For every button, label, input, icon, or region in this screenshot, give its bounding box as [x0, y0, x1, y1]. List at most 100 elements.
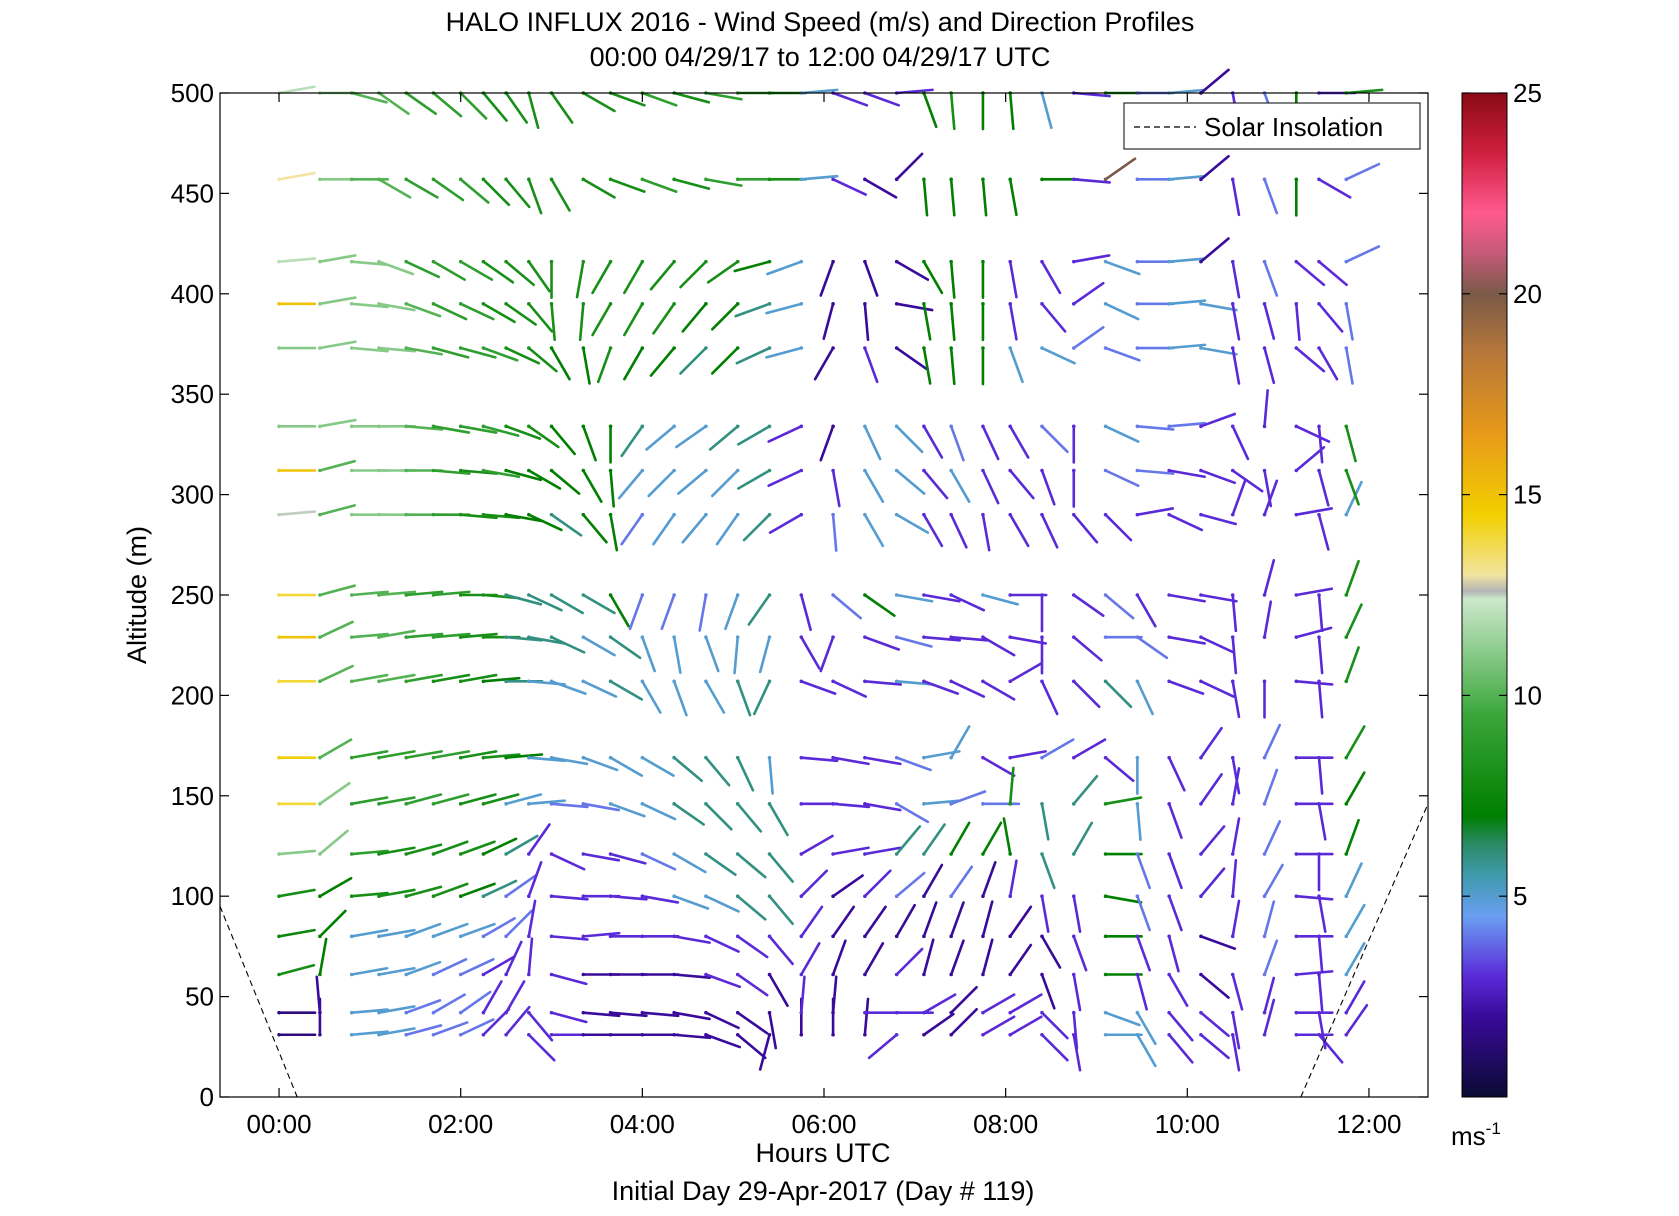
wind-barb: [863, 425, 882, 461]
wind-barb: [758, 1033, 771, 1071]
wind-barb: [1136, 593, 1157, 628]
wind-barb-origin: [527, 1032, 531, 1037]
wind-barb: [704, 802, 733, 831]
wind-barb: [1344, 425, 1357, 463]
wind-barb: [766, 260, 803, 276]
wind-barb-origin: [799, 424, 804, 429]
wind-barb-origin: [549, 346, 554, 350]
wind-barb: [799, 174, 839, 181]
wind-barb: [1231, 593, 1238, 633]
wind-barb: [863, 91, 901, 107]
wind-barb-origin: [1167, 468, 1171, 473]
wind-barb-origin: [949, 512, 953, 517]
wind-barb: [767, 469, 803, 488]
wind-barb-origin: [1040, 679, 1044, 684]
wind-barb: [1104, 796, 1143, 806]
wind-barb-origin: [735, 346, 740, 350]
wind-barb-origin: [894, 593, 899, 597]
wind-barb: [1317, 935, 1324, 974]
wind-barb: [459, 425, 498, 434]
wind-barb-origin: [1071, 934, 1076, 939]
wind-barb-origin: [1230, 593, 1235, 597]
wind-barb: [704, 1011, 740, 1030]
wind-barb-origin: [1103, 177, 1108, 182]
wind-barb-origin: [981, 635, 985, 639]
wind-barb: [736, 1033, 767, 1060]
wind-barb: [768, 513, 803, 534]
wind-barb: [922, 260, 944, 295]
wind-barb-origin: [1135, 593, 1140, 597]
wind-barb-origin: [608, 635, 613, 639]
wind-barb: [482, 676, 521, 683]
wind-barb: [672, 935, 711, 944]
wind-barb-origin: [799, 852, 804, 856]
wind-barb: [404, 960, 442, 976]
wind-barb: [1167, 593, 1206, 603]
wind-barb-origin: [831, 593, 835, 597]
wind-barb: [1263, 302, 1276, 340]
wind-barb: [1167, 174, 1207, 181]
wind-barb-origin: [481, 593, 486, 597]
wind-barb: [1295, 302, 1301, 342]
wind-barb-origin: [1294, 177, 1299, 182]
wind-barb: [922, 178, 929, 217]
wind-barb-origin: [1167, 1032, 1171, 1037]
wind-barb-origin: [504, 1032, 508, 1037]
wind-barb-origin: [922, 755, 926, 760]
wind-barb: [1104, 1011, 1141, 1027]
wind-barb-origin: [581, 593, 586, 597]
wind-barb: [550, 935, 589, 941]
wind-barb: [831, 680, 868, 698]
wind-barb-origin: [1344, 679, 1349, 684]
wind-barb-origin: [404, 302, 408, 306]
wind-barb: [660, 593, 676, 631]
wind-barb-origin: [277, 512, 281, 517]
wind-barb: [1008, 943, 1033, 976]
wind-barb-origin: [1135, 177, 1140, 182]
wind-barb-origin: [981, 934, 985, 939]
plot-frame: [219, 92, 1429, 1098]
wind-barb: [459, 260, 494, 281]
wind-barb-origin: [1294, 635, 1299, 639]
wind-barb-origin: [767, 852, 772, 856]
wind-barb-origin: [1167, 755, 1171, 760]
wind-barb: [1072, 178, 1111, 184]
wind-barb: [504, 178, 531, 209]
wind-barb-origin: [377, 512, 381, 517]
wind-barb-origin: [377, 1010, 381, 1015]
wind-barb-origin: [1103, 852, 1108, 856]
wind-barb-origin: [949, 468, 953, 473]
wind-barb: [582, 469, 603, 503]
wind-barb: [895, 302, 934, 312]
wind-barb-origin: [458, 635, 463, 639]
wind-barb-origin: [704, 468, 708, 473]
wind-barb: [863, 905, 887, 938]
wind-barb: [1002, 817, 1012, 856]
wind-barb: [895, 756, 932, 772]
wind-barb: [1263, 723, 1282, 759]
wind-barb-origin: [318, 894, 322, 898]
wind-barb-origin: [672, 177, 676, 182]
wind-barb-origin: [404, 802, 408, 806]
wind-barb: [831, 802, 871, 809]
wind-barb: [1199, 237, 1230, 263]
wind-barb: [949, 821, 971, 856]
wind-barb: [277, 257, 317, 263]
wind-barb-origin: [640, 259, 645, 264]
wind-barb: [432, 632, 471, 639]
wind-barb-origin: [1071, 593, 1076, 597]
wind-barb-origin: [672, 635, 676, 639]
wind-barb: [1167, 257, 1207, 263]
wind-barb: [799, 680, 837, 695]
wind-barb: [737, 425, 771, 446]
wind-barb-origin: [831, 755, 835, 760]
wind-barb-origin: [767, 424, 772, 429]
wind-barb-origin: [1135, 679, 1140, 684]
wind-barb: [1136, 1011, 1157, 1046]
wind-barb-origin: [504, 894, 508, 898]
wind-barb-origin: [1167, 259, 1171, 264]
colorbar-units: ms-1: [1451, 1119, 1501, 1151]
wind-barb: [432, 750, 471, 759]
wind-barb: [1072, 973, 1082, 1012]
wind-barb: [582, 852, 621, 862]
